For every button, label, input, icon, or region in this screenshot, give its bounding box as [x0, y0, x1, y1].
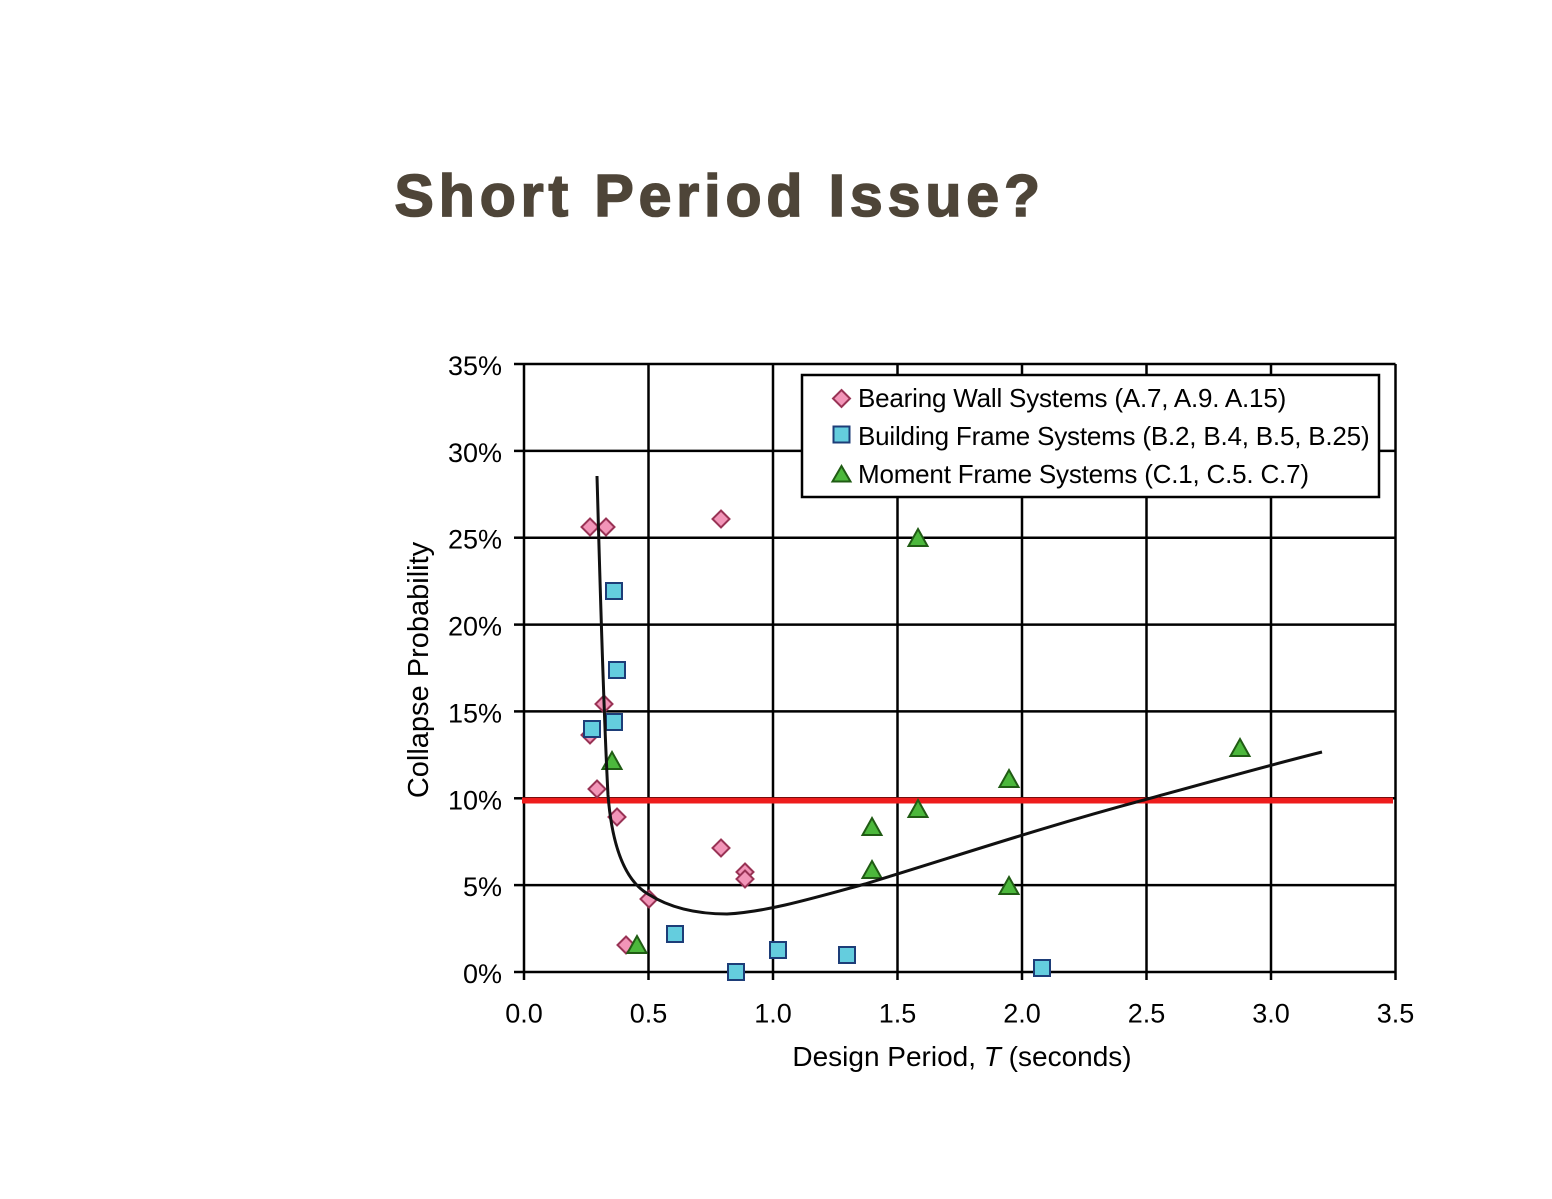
svg-text:3.5: 3.5	[1377, 999, 1415, 1029]
svg-text:2.0: 2.0	[1003, 999, 1041, 1029]
svg-text:1.5: 1.5	[879, 999, 917, 1029]
svg-text:15%: 15%	[448, 698, 502, 728]
svg-text:Building Frame Systems (B.2, B: Building Frame Systems (B.2, B.4, B.5, B…	[858, 421, 1369, 451]
svg-text:5%: 5%	[463, 872, 502, 902]
svg-text:25%: 25%	[448, 525, 502, 555]
svg-text:30%: 30%	[448, 438, 502, 468]
svg-text:Collapse Probability: Collapse Probability	[403, 541, 435, 798]
svg-text:1.0: 1.0	[754, 999, 792, 1029]
svg-text:Bearing Wall Systems (A.7, A.9: Bearing Wall Systems (A.7, A.9. A.15)	[858, 383, 1286, 413]
svg-text:Moment Frame Systems (C.1, C.5: Moment Frame Systems (C.1, C.5. C.7)	[858, 459, 1309, 489]
svg-text:0.0: 0.0	[505, 999, 543, 1029]
svg-text:3.0: 3.0	[1252, 999, 1290, 1029]
svg-text:Short Period Issue?: Short Period Issue?	[395, 163, 1045, 229]
svg-text:Design Period, T (seconds): Design Period, T (seconds)	[792, 1041, 1131, 1072]
svg-text:10%: 10%	[448, 785, 502, 815]
svg-text:0%: 0%	[463, 959, 502, 989]
svg-text:0.5: 0.5	[630, 999, 668, 1029]
svg-text:20%: 20%	[448, 612, 502, 642]
svg-text:2.5: 2.5	[1128, 999, 1166, 1029]
svg-text:35%: 35%	[448, 351, 502, 381]
